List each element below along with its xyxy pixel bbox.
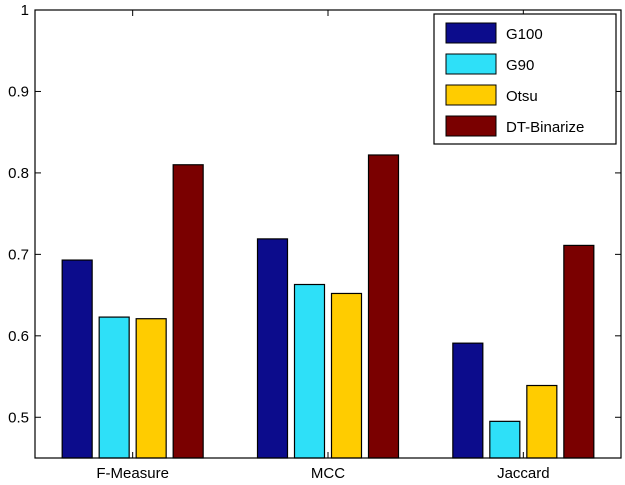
legend-label-g90: G90: [506, 57, 534, 74]
legend-swatch-otsu: [445, 84, 497, 106]
axes-group: 0.5 0.6 0.7 0.8 0.9 1 F-Measure MCC Jaccard: [8, 2, 622, 482]
bar-otsu-f-measure: [135, 318, 167, 459]
legend-label-dt-binarize: DT-Binarize: [506, 119, 584, 136]
bar-dt-binarize-f-measure: [172, 164, 204, 459]
y-tick-label: 0.8: [8, 165, 29, 182]
bar-g90-f-measure: [98, 316, 130, 459]
bar-g100-f-measure: [61, 259, 93, 459]
legend-swatch-g90: [445, 53, 497, 75]
bar-g90-mcc: [293, 283, 326, 459]
bar-g100-jaccard: [452, 342, 484, 459]
y-tick-label: 0.7: [8, 246, 29, 263]
bars-group: [61, 154, 595, 459]
x-tick-label-f-measure: F-Measure: [96, 465, 169, 482]
bar-dt-binarize-mcc: [367, 154, 400, 459]
bar-dt-binarize-jaccard: [563, 244, 595, 459]
bar-otsu-mcc: [330, 292, 363, 459]
legend-swatch-g100: [445, 22, 497, 44]
bar-g100-mcc: [256, 238, 289, 459]
legend-swatch-dt-binarize: [445, 115, 497, 137]
y-tick-label: 0.5: [8, 409, 29, 426]
bar-g90-jaccard: [489, 420, 521, 459]
y-tick-label: 0.9: [8, 83, 29, 100]
y-tick-label: 1: [21, 2, 29, 19]
legend: G100 G90 Otsu DT-Binarize: [433, 13, 617, 145]
legend-label-otsu: Otsu: [506, 88, 538, 105]
x-tick-label-mcc: MCC: [311, 465, 345, 482]
x-tick-label-jaccard: Jaccard: [497, 465, 550, 482]
legend-label-g100: G100: [506, 26, 543, 43]
bar-otsu-jaccard: [526, 384, 558, 459]
y-tick-label: 0.6: [8, 328, 29, 345]
